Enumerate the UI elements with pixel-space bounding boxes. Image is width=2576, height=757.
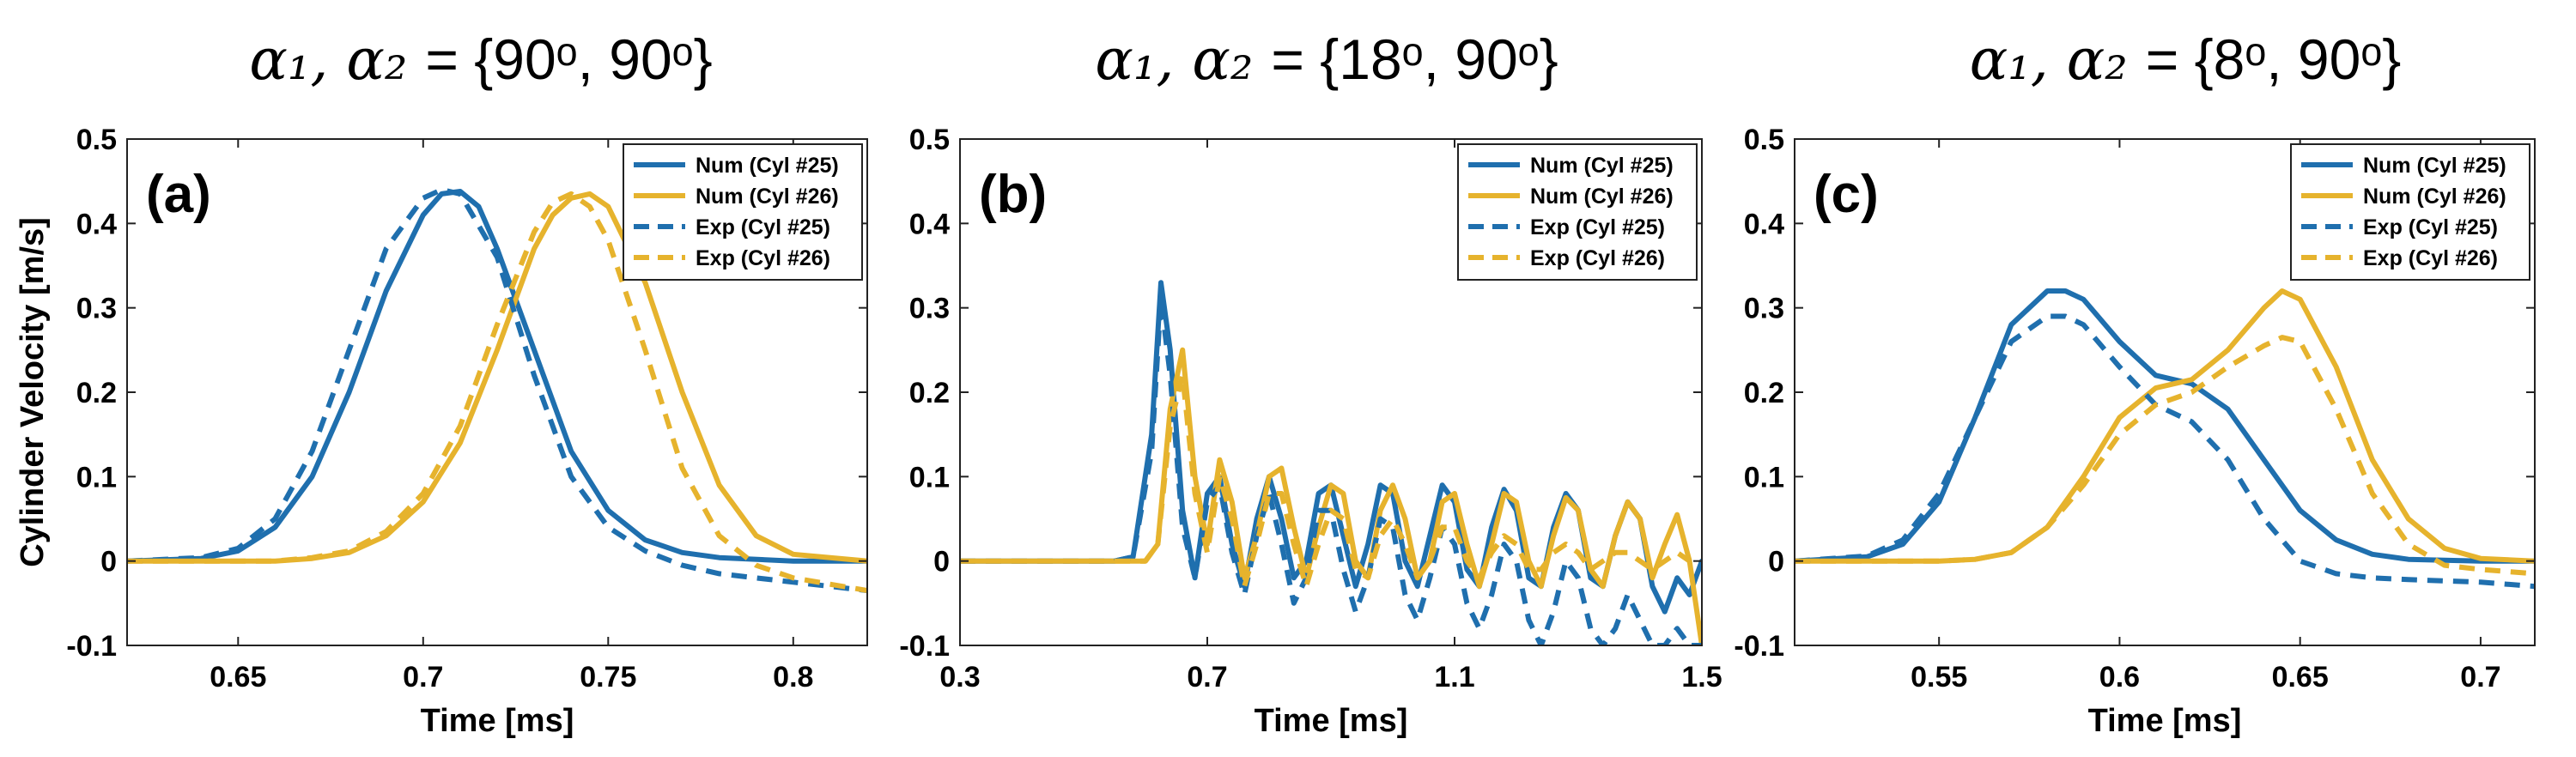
series-line-exp-cyl-25- (1795, 313, 2535, 590)
x-tick-label: 1.5 (1681, 661, 1722, 693)
x-tick-label: 0.55 (1911, 661, 1967, 693)
y-tick-label: 0.4 (909, 208, 950, 240)
x-tick-label: 0.8 (773, 661, 813, 693)
panel-title-text: = {8ᵒ, 90ᵒ} (2146, 27, 2402, 91)
legend: Num (Cyl #25) Num (Cyl #26) Exp (Cyl #25) E… (2290, 143, 2530, 281)
panel-b: α₁, α₂ = {18ᵒ, 90ᵒ} -0.1 0 0.1 0.2 0.3 0.4 0.5 0… (899, 27, 1722, 739)
x-axis-label: Time [ms] (421, 703, 574, 739)
series-line-exp-cyl-25- (127, 187, 867, 594)
panel-title-text: = {18ᵒ, 90ᵒ} (1271, 27, 1558, 91)
y-tick-label: 0.1 (909, 461, 950, 494)
panel-title: α₁, α₂ = {90ᵒ, 90ᵒ} (249, 27, 712, 93)
x-tick-label: 1.1 (1434, 661, 1474, 693)
legend-entry-label: Num (Cyl #26) (696, 185, 839, 209)
x-axis-label: Time [ms] (1255, 703, 1408, 739)
legend-entry-label: Exp (Cyl #26) (2363, 246, 2498, 270)
y-tick-label: 0.5 (1744, 124, 1784, 156)
legend-entry-label: Exp (Cyl #25) (696, 215, 830, 239)
x-tick-label: 0.3 (939, 661, 980, 693)
y-tick-label: 0 (933, 546, 950, 578)
y-tick-label: -0.1 (899, 630, 950, 663)
x-tick-label: 0.75 (580, 661, 636, 693)
y-tick-label: 0.4 (1744, 208, 1784, 240)
y-tick-label: 0 (1768, 546, 1784, 578)
x-tick-label: 0.7 (2460, 661, 2500, 693)
y-tick-label: 0.4 (76, 208, 117, 240)
panel-label: (a) (146, 165, 211, 224)
x-axis-label: Time [ms] (2088, 703, 2242, 739)
x-tick-label: 0.65 (210, 661, 266, 693)
y-tick-label: 0.5 (76, 124, 117, 156)
panel-title-math: α₁, α₂ (1970, 27, 2146, 93)
x-tick-label: 0.7 (1187, 661, 1227, 693)
panel-title: α₁, α₂ = {18ᵒ, 90ᵒ} (1095, 27, 1558, 93)
y-tick-label: 0.2 (909, 377, 950, 409)
y-tick-label: 0.3 (1744, 293, 1784, 325)
panel-title-math: α₁, α₂ (1095, 27, 1271, 93)
y-tick-label: 0 (100, 546, 117, 578)
series-line-num-cyl-26- (960, 347, 1702, 645)
panel-label: (b) (979, 165, 1047, 224)
series-line-exp-cyl-26- (1795, 335, 2535, 577)
panel-title-text: = {90ᵒ, 90ᵒ} (425, 27, 712, 91)
legend: Num (Cyl #25) Num (Cyl #26) Exp (Cyl #25) E… (623, 143, 863, 281)
series-line-exp-cyl-26- (960, 372, 1702, 590)
legend-entry-label: Num (Cyl #25) (1530, 154, 1674, 178)
y-axis-label: Cylinder Velocity [m/s] (15, 217, 51, 567)
series-line-num-cyl-25- (127, 189, 867, 564)
series-line-num-cyl-26- (1795, 288, 2535, 564)
panel-c: α₁, α₂ = {8ᵒ, 90ᵒ} -0.1 0 0.1 0.2 0.3 0.4 0.5 0.… (1734, 27, 2536, 739)
x-tick-label: 0.6 (2099, 661, 2140, 693)
panel-title: α₁, α₂ = {8ᵒ, 90ᵒ} (1970, 27, 2402, 93)
series-line-num-cyl-25- (1795, 288, 2535, 564)
y-tick-label: 0.3 (76, 293, 117, 325)
x-tick-label: 0.7 (403, 661, 443, 693)
series-line-exp-cyl-26- (127, 191, 867, 594)
y-tick-label: 0.2 (76, 377, 117, 409)
y-tick-label: 0.3 (909, 293, 950, 325)
legend-entry-label: Num (Cyl #25) (2363, 154, 2506, 178)
y-tick-label: 0.1 (1744, 461, 1784, 494)
panel-label: (c) (1814, 165, 1879, 224)
legend-entry-label: Num (Cyl #26) (2363, 185, 2506, 209)
series-line-num-cyl-26- (127, 191, 867, 564)
panel-title-math: α₁, α₂ (249, 27, 425, 93)
panel-a: α₁, α₂ = {90ᵒ, 90ᵒ} -0.1 0 0.1 0.2 0.3 0.4 0.5 0… (66, 27, 868, 739)
legend-entry-label: Exp (Cyl #26) (1530, 246, 1665, 270)
legend-entry-label: Exp (Cyl #25) (1530, 215, 1665, 239)
y-tick-label: -0.1 (1734, 630, 1784, 663)
legend-entry-label: Exp (Cyl #26) (696, 246, 830, 270)
legend-entry-label: Num (Cyl #26) (1530, 185, 1674, 209)
legend-entry-label: Num (Cyl #25) (696, 154, 839, 178)
y-tick-label: 0.5 (909, 124, 950, 156)
y-tick-label: 0.2 (1744, 377, 1784, 409)
y-tick-label: 0.1 (76, 461, 117, 494)
x-tick-label: 0.65 (2272, 661, 2329, 693)
series-line-exp-cyl-25- (960, 296, 1702, 645)
legend-entry-label: Exp (Cyl #25) (2363, 215, 2498, 239)
y-tick-label: -0.1 (66, 630, 117, 663)
legend: Num (Cyl #25) Num (Cyl #26) Exp (Cyl #25) E… (1457, 143, 1698, 281)
